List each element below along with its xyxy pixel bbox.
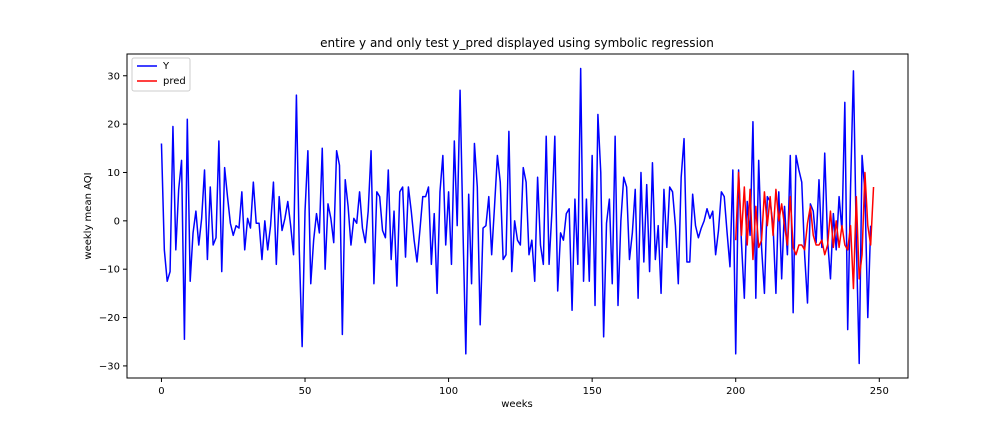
x-tick-label: 200 — [726, 386, 745, 397]
legend: Y pred — [131, 57, 191, 92]
y-tick-label: −20 — [99, 313, 120, 324]
plot-area: 0 50 100 150 200 250 −30 −20 −10 0 10 20 30 — [99, 53, 909, 397]
series-line-pred — [734, 171, 875, 290]
y-tick-label: −30 — [99, 361, 120, 372]
x-axis-label: weeks — [501, 399, 532, 410]
series-line-y — [160, 67, 872, 365]
y-tick-label: −10 — [99, 265, 120, 276]
plot-frame — [126, 53, 909, 379]
y-tick-label: 10 — [107, 168, 120, 179]
y-axis: −30 −20 −10 0 10 20 30 — [99, 71, 127, 372]
series-layer — [160, 67, 875, 365]
x-tick-label: 250 — [870, 386, 889, 397]
x-axis: 0 50 100 150 200 250 — [158, 378, 889, 397]
x-tick-label: 150 — [583, 386, 602, 397]
chart-title: entire y and only test y_pred displayed … — [320, 36, 714, 50]
legend-label-pred: pred — [163, 76, 186, 87]
y-tick-label: 30 — [107, 71, 120, 82]
legend-label-y: Y — [162, 61, 170, 72]
x-tick-label: 50 — [299, 386, 312, 397]
y-tick-label: 20 — [107, 120, 120, 131]
y-tick-label: 0 — [114, 216, 120, 227]
x-tick-label: 100 — [439, 386, 458, 397]
y-axis-label: weekly mean AQI — [83, 172, 94, 259]
x-tick-label: 0 — [158, 386, 164, 397]
